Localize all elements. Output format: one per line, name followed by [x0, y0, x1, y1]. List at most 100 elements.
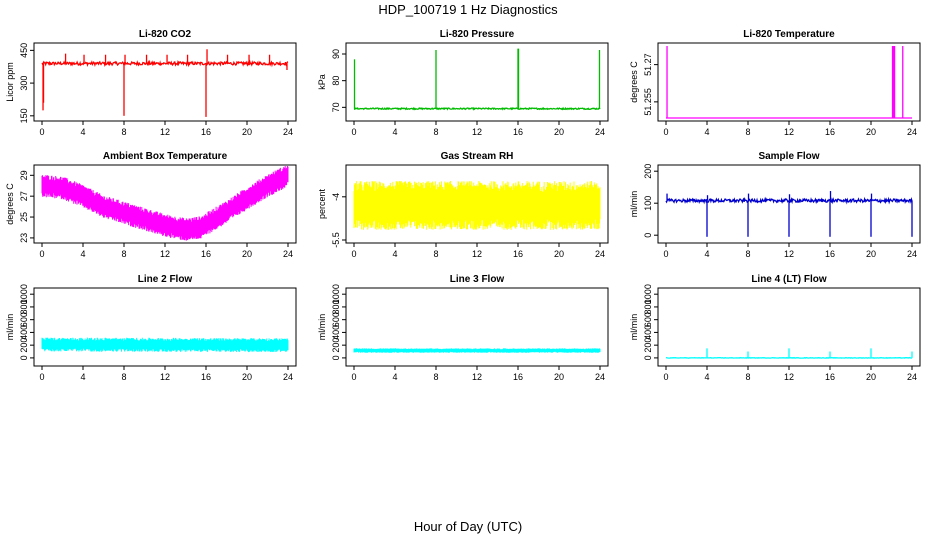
x-tick-label: 8 — [745, 249, 750, 259]
x-tick-label: 24 — [283, 372, 293, 382]
x-tick-label: 4 — [80, 372, 85, 382]
y-tick-label: -4 — [331, 193, 341, 201]
y-tick-label: 800 — [643, 299, 653, 314]
x-tick-label: 4 — [80, 127, 85, 137]
y-tick-label: -5.5 — [331, 232, 341, 248]
panel-title: Line 2 Flow — [138, 274, 193, 285]
x-tick-label: 12 — [160, 249, 170, 259]
y-tick-label: 450 — [19, 43, 29, 58]
panel-data — [41, 49, 289, 117]
y-axis-label: ml/min — [5, 314, 15, 341]
x-tick-label: 24 — [907, 372, 917, 382]
y-tick-label: 90 — [331, 49, 341, 59]
y-axis-label: ml/min — [629, 314, 639, 341]
x-tick-label: 12 — [472, 249, 482, 259]
y-tick-label: 51.255 — [643, 88, 653, 116]
y-tick-label: 400 — [331, 325, 341, 340]
y-tick-label: 25 — [19, 212, 29, 222]
x-tick-label: 4 — [392, 249, 397, 259]
x-tick-label: 12 — [784, 127, 794, 137]
y-axis-label: percent — [317, 188, 327, 219]
panel-frame — [33, 42, 297, 122]
y-tick-label: 800 — [19, 299, 29, 314]
x-tick-label: 0 — [351, 372, 356, 382]
y-tick-label: 0 — [643, 355, 653, 360]
x-tick-label: 0 — [39, 127, 44, 137]
x-tick-label: 8 — [121, 372, 126, 382]
panel-6: Sample Flow 0 4 8 12 16 20 24 0 100 200 ml/min — [629, 151, 921, 259]
y-tick-label: 300 — [19, 76, 29, 91]
panel-frame — [657, 42, 921, 122]
panel-data — [665, 191, 913, 237]
y-tick-label: 600 — [331, 312, 341, 327]
x-tick-label: 20 — [554, 372, 564, 382]
y-tick-label: 0 — [643, 233, 653, 238]
series-band — [353, 348, 601, 353]
panel-data — [353, 48, 601, 111]
x-tick-label: 8 — [745, 372, 750, 382]
x-tick-label: 8 — [433, 372, 438, 382]
y-tick-label: 70 — [331, 102, 341, 112]
y-tick-label: 400 — [19, 325, 29, 340]
panel-5: Gas Stream RH 0 4 8 12 16 20 24 -5.5 -4 percent — [317, 151, 609, 259]
x-tick-label: 12 — [784, 249, 794, 259]
y-tick-label: 80 — [331, 76, 341, 86]
y-axis-label: Licor ppm — [5, 62, 15, 102]
panel-title: Li-820 Pressure — [440, 29, 515, 40]
series-band — [41, 337, 289, 353]
y-tick-label: 0 — [331, 355, 341, 360]
panel-title: Ambient Box Temperature — [103, 151, 228, 162]
y-tick-label: 150 — [19, 108, 29, 123]
y-tick-label: 1000 — [19, 284, 29, 304]
panel-data — [41, 166, 289, 241]
x-tick-label: 4 — [704, 372, 709, 382]
x-tick-label: 16 — [825, 127, 835, 137]
x-tick-label: 0 — [39, 372, 44, 382]
x-tick-label: 0 — [39, 249, 44, 259]
x-tick-label: 8 — [121, 249, 126, 259]
x-tick-label: 24 — [907, 127, 917, 137]
y-tick-label: 27 — [19, 191, 29, 201]
x-tick-label: 24 — [595, 372, 605, 382]
x-tick-label: 20 — [866, 249, 876, 259]
x-tick-label: 24 — [595, 127, 605, 137]
y-tick-label: 200 — [643, 338, 653, 353]
y-tick-label: 600 — [19, 312, 29, 327]
x-tick-label: 16 — [825, 249, 835, 259]
x-tick-label: 0 — [663, 249, 668, 259]
y-tick-label: 100 — [643, 196, 653, 211]
panel-data — [353, 348, 601, 353]
panel-frame — [33, 287, 297, 367]
y-tick-label: 400 — [643, 325, 653, 340]
x-tick-label: 4 — [704, 127, 709, 137]
x-tick-label: 16 — [825, 372, 835, 382]
panel-4: Ambient Box Temperature 0 4 8 12 16 20 24 23 25 27… — [5, 151, 297, 259]
y-axis-label: degrees C — [5, 183, 15, 225]
x-tick-label: 8 — [121, 127, 126, 137]
figure-xlabel: Hour of Day (UTC) — [414, 519, 522, 534]
x-tick-label: 8 — [745, 127, 750, 137]
x-tick-label: 16 — [201, 249, 211, 259]
panel-title: Line 4 (LT) Flow — [751, 274, 827, 285]
y-tick-label: 29 — [19, 170, 29, 180]
x-tick-label: 0 — [351, 249, 356, 259]
panel-title: Li-820 Temperature — [743, 29, 835, 40]
x-tick-label: 8 — [433, 127, 438, 137]
series-line — [353, 106, 601, 111]
y-tick-label: 600 — [643, 312, 653, 327]
x-tick-label: 24 — [907, 249, 917, 259]
y-tick-label: 0 — [19, 355, 29, 360]
x-tick-label: 12 — [160, 372, 170, 382]
panel-data — [353, 181, 601, 230]
panel-title: Line 3 Flow — [450, 274, 505, 285]
x-tick-label: 20 — [866, 372, 876, 382]
x-tick-label: 16 — [201, 127, 211, 137]
series-line — [41, 59, 289, 68]
panel-data — [666, 348, 913, 360]
y-tick-label: 51.27 — [643, 53, 653, 76]
panel-data — [666, 46, 912, 119]
panel-9: Line 4 (LT) Flow 0 4 8 12 16 20 24 0 200400600800… — [629, 274, 921, 382]
